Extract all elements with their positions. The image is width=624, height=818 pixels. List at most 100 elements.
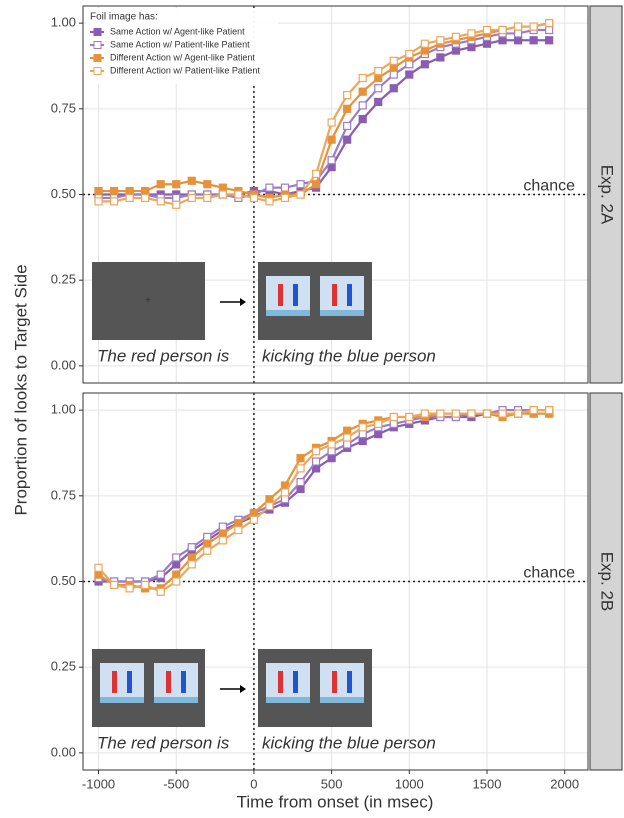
data-point xyxy=(327,135,336,144)
fixation-cross: + xyxy=(145,296,151,307)
strip-label: Exp. 2B xyxy=(598,552,617,612)
data-point xyxy=(405,60,414,69)
blue-person xyxy=(347,284,352,306)
data-point xyxy=(327,156,336,165)
scene-floor xyxy=(266,697,310,703)
blue-person xyxy=(181,671,186,693)
data-point xyxy=(343,440,352,449)
legend-marker xyxy=(93,41,102,49)
data-point xyxy=(280,183,290,192)
data-point xyxy=(467,409,476,418)
data-point xyxy=(343,104,352,113)
data-point xyxy=(141,193,150,203)
caption-left: The red person is xyxy=(97,733,230,752)
data-point xyxy=(405,412,414,422)
scene-floor xyxy=(266,310,310,316)
data-point xyxy=(374,67,383,76)
data-point xyxy=(296,464,305,473)
data-point xyxy=(203,193,212,203)
data-point xyxy=(467,29,476,38)
data-point xyxy=(358,101,367,110)
data-point xyxy=(358,436,367,446)
strip xyxy=(589,392,623,771)
data-point xyxy=(218,529,227,538)
fixation-screen xyxy=(92,262,205,340)
data-point xyxy=(513,29,523,38)
data-point xyxy=(265,495,274,504)
data-point xyxy=(420,409,429,418)
chance-label: chance xyxy=(523,565,575,582)
data-point xyxy=(545,36,554,45)
scene-floor xyxy=(320,310,364,316)
x-tick-label: -500 xyxy=(163,776,189,791)
y-tick-label: 1.00 xyxy=(51,402,76,417)
data-point xyxy=(545,25,554,35)
red-person xyxy=(278,284,283,306)
data-point xyxy=(265,502,274,511)
data-point xyxy=(389,63,398,72)
data-point xyxy=(374,419,383,428)
x-tick-label: 500 xyxy=(321,776,343,791)
y-axis-label: Proportion of looks to Target Side xyxy=(11,264,30,515)
scene-floor xyxy=(320,697,364,703)
data-point xyxy=(467,43,476,52)
data-point xyxy=(94,197,103,206)
data-point xyxy=(125,193,134,203)
data-point xyxy=(125,584,134,593)
data-point xyxy=(327,447,336,456)
scene-image xyxy=(266,663,310,703)
data-point xyxy=(296,190,305,199)
chance-label: chance xyxy=(523,178,575,195)
data-point xyxy=(498,409,507,418)
data-point xyxy=(529,406,538,415)
data-point xyxy=(187,560,196,569)
legend-label: Different Action w/ Patient-like Patient xyxy=(110,65,260,75)
legend-label: Same Action w/ Patient-like Patient xyxy=(110,39,250,49)
red-person xyxy=(112,671,117,693)
caption-left: The red person is xyxy=(97,346,230,365)
red-person xyxy=(278,671,283,693)
data-point xyxy=(358,423,367,432)
data-point xyxy=(203,180,212,189)
data-point xyxy=(343,121,352,131)
legend-marker xyxy=(93,54,102,62)
data-point xyxy=(218,190,227,199)
strip-label: Exp. 2A xyxy=(598,165,617,225)
data-point xyxy=(296,478,305,487)
data-point xyxy=(187,543,196,552)
data-point xyxy=(172,553,181,562)
data-point xyxy=(172,193,181,203)
data-point xyxy=(125,186,134,196)
data-point xyxy=(420,39,429,48)
x-tick-label: 1500 xyxy=(473,776,502,791)
data-point xyxy=(172,577,181,586)
scene-image xyxy=(320,276,364,316)
data-point xyxy=(156,570,165,579)
data-point xyxy=(187,193,196,203)
data-point xyxy=(374,430,383,439)
data-point xyxy=(172,560,181,569)
data-point xyxy=(218,536,227,545)
red-person xyxy=(332,671,337,693)
data-point xyxy=(420,46,429,55)
scene-image xyxy=(320,663,364,703)
data-point xyxy=(374,84,383,93)
data-point xyxy=(451,46,461,55)
data-point xyxy=(172,180,181,189)
y-tick-label: 0.75 xyxy=(51,100,76,115)
data-point xyxy=(405,70,414,79)
data-point xyxy=(545,406,554,415)
data-point xyxy=(280,495,290,504)
data-point xyxy=(296,454,305,463)
scene-floor xyxy=(154,697,198,703)
data-point xyxy=(482,409,492,418)
data-point xyxy=(451,409,461,418)
data-point xyxy=(280,488,290,497)
legend-box xyxy=(86,8,278,84)
data-point xyxy=(203,539,212,548)
data-point xyxy=(343,426,352,435)
strip xyxy=(589,5,623,384)
data-point xyxy=(389,419,398,428)
data-point xyxy=(513,22,523,31)
